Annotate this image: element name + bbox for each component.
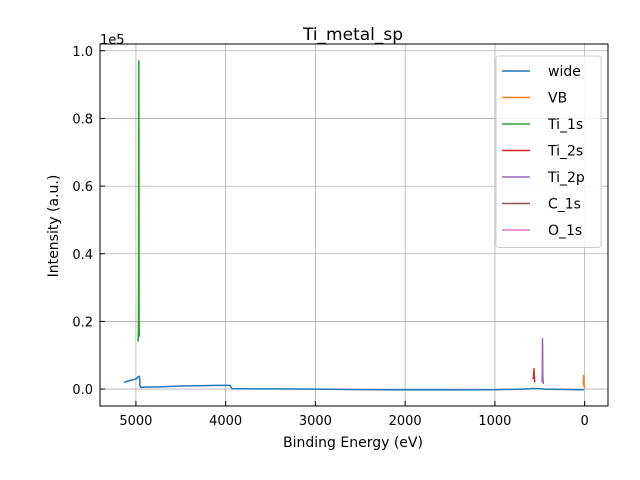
legend-label-ti-2s: Ti_2s xyxy=(547,144,583,160)
x-tick-label: 4000 xyxy=(209,414,242,429)
legend-label-ti-1s: Ti_1s xyxy=(547,117,583,133)
x-axis-title: Binding Energy (eV) xyxy=(283,435,423,451)
legend: wide VB Ti_1s Ti_2s Ti_2p C_1s O_1s xyxy=(495,55,602,248)
y-tick-label: 0.0 xyxy=(72,383,93,398)
legend-box xyxy=(495,55,602,248)
series-line-ti-1s xyxy=(137,60,141,342)
series-line-vb xyxy=(582,374,586,389)
series-line-wide xyxy=(123,375,584,391)
x-tick-label: 0 xyxy=(581,414,589,429)
series-line-ti-2s xyxy=(532,368,536,383)
legend-label-ti-2p: Ti_2p xyxy=(547,170,585,186)
x-tick-label: 2000 xyxy=(389,414,422,429)
y-tick-label: 0.2 xyxy=(72,315,93,330)
legend-label-c-1s: C_1s xyxy=(548,197,581,213)
y-tick-label: 0.4 xyxy=(72,248,93,263)
series-layer xyxy=(123,60,586,391)
legend-label-o-1s: O_1s xyxy=(548,223,582,239)
series-line-ti-2p xyxy=(541,337,545,385)
y-tick-label: 0.8 xyxy=(72,112,93,127)
x-tick-label: 1000 xyxy=(478,414,511,429)
y-axis-title: Intensity (a.u.) xyxy=(46,175,62,278)
legend-label-vb: VB xyxy=(548,91,567,107)
y-axis: 0.0 0.2 0.4 0.6 0.8 1.0 xyxy=(72,45,105,398)
plot-frame xyxy=(99,43,609,407)
chart-title: Ti_metal_sp xyxy=(302,25,403,45)
y-tick-label: 0.6 xyxy=(72,180,93,195)
x-axis: 5000 4000 3000 2000 1000 0 xyxy=(119,401,589,429)
y-scale-label: 1e5 xyxy=(100,33,125,48)
x-tick-label: 3000 xyxy=(299,414,332,429)
legend-label-wide: wide xyxy=(548,64,581,80)
x-tick-label: 5000 xyxy=(119,414,152,429)
y-tick-label: 1.0 xyxy=(72,45,93,60)
